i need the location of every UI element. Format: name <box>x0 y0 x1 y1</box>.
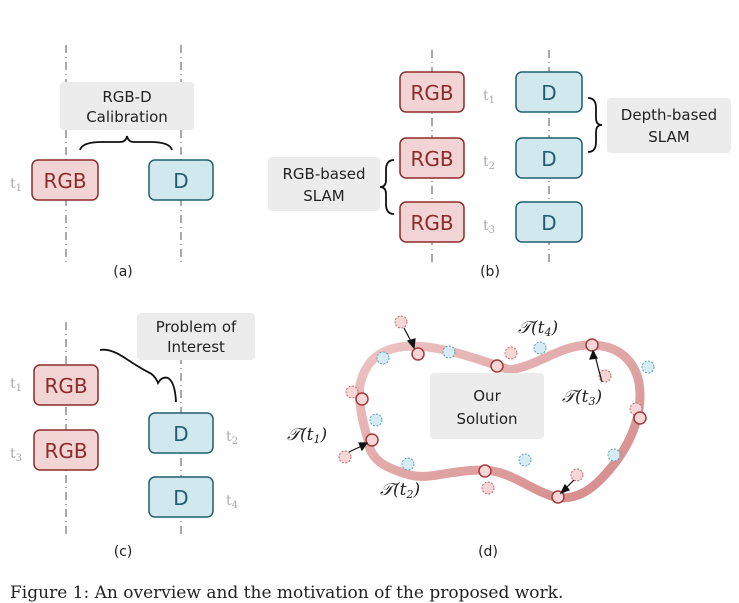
time-label-t2: t2 <box>226 429 238 447</box>
rgb-point <box>570 468 584 482</box>
rgb-box-label: RGB <box>44 374 87 398</box>
time-label-t2: t2 <box>483 154 495 172</box>
problem-brace <box>99 348 177 403</box>
figure-caption: Figure 1: An overview and the motivation… <box>10 583 563 603</box>
trajectory-sample <box>551 490 565 504</box>
calibration-label-line2: Calibration <box>86 108 168 126</box>
rgb-slam-brace <box>379 159 395 215</box>
trajectory-samples <box>355 338 647 504</box>
solution-label-line1: Our <box>473 387 501 405</box>
trajectory-sample <box>411 347 425 361</box>
depth-points <box>369 341 655 471</box>
rgb-box-label: RGB <box>410 147 453 171</box>
rgb-box-label: RGB <box>410 211 453 235</box>
trajectory-sample <box>490 359 504 373</box>
depth-slam-callout-bg <box>607 98 731 153</box>
depth-point <box>533 341 547 355</box>
depth-point <box>641 360 655 374</box>
depth-point <box>442 345 456 359</box>
depth-point <box>607 448 621 462</box>
rgb-point <box>504 346 518 360</box>
trajectory-sample <box>365 433 379 447</box>
arrow-head <box>559 483 570 495</box>
panel-c-label: (c) <box>114 544 133 560</box>
rgb-point <box>345 385 359 399</box>
rgb-point <box>394 315 408 329</box>
depth-slam-label-line2: SLAM <box>648 128 689 146</box>
trajectory-sample <box>355 392 369 406</box>
rgb-slam-label-line1: RGB-based <box>282 165 365 183</box>
rgb-box <box>399 137 465 179</box>
trajectory-sample <box>633 411 647 425</box>
depth-box <box>148 412 214 454</box>
solution-label-line2: Solution <box>456 410 517 428</box>
panel-b-label: (b) <box>480 264 500 280</box>
correspondence-arrows <box>348 327 603 495</box>
depth-point <box>376 351 390 365</box>
calibration-brace <box>79 135 173 151</box>
time-label-t3: t3 <box>483 218 495 236</box>
depth-box-label: D <box>541 147 556 171</box>
depth-point <box>401 457 415 471</box>
panel-a: RGB-D Calibration t1 RGB D (a) <box>10 45 214 280</box>
pose-label-t2: 𝒯(t2) <box>380 480 420 501</box>
depth-box <box>515 137 583 179</box>
depth-slam-brace <box>587 97 603 153</box>
panel-d: Our Solution <box>287 315 655 560</box>
rgb-point <box>481 481 495 495</box>
depth-box-label: D <box>541 81 556 105</box>
panel-a-label: (a) <box>113 264 133 280</box>
rgb-point <box>338 450 352 464</box>
depth-box-label: D <box>173 486 188 510</box>
rgb-box-label: RGB <box>44 439 87 463</box>
depth-slam-label-line1: Depth-based <box>621 106 717 124</box>
time-label-t1: t1 <box>483 88 495 106</box>
pose-label-t1: 𝒯(t1) <box>287 425 327 446</box>
time-label-t4: t4 <box>226 493 238 511</box>
depth-box <box>515 71 583 113</box>
rgb-box <box>33 364 99 406</box>
rgb-points <box>338 315 643 495</box>
panel-b: RGB RGB RGB t1 t2 t3 D D D Depth-based S… <box>268 50 731 280</box>
panel-c: Problem of Interest t1 RGB t3 RGB D t2 D… <box>10 313 255 560</box>
arrow-head <box>406 338 416 350</box>
rgb-box-label: RGB <box>410 81 453 105</box>
problem-label-line2: Interest <box>167 338 225 356</box>
arrow-head <box>358 442 369 452</box>
trajectory-sample <box>585 338 599 352</box>
panel-d-label: (d) <box>478 544 498 560</box>
depth-box-label: D <box>173 169 188 193</box>
problem-callout-bg <box>137 313 255 360</box>
solution-callout-bg <box>430 373 544 439</box>
depth-point <box>518 453 532 467</box>
rgb-slam-callout-bg <box>268 157 380 211</box>
depth-box <box>515 201 583 243</box>
arrow-head <box>589 349 598 360</box>
rgb-point <box>598 369 612 383</box>
time-label-t3: t3 <box>10 446 22 464</box>
time-label-t1: t1 <box>10 176 22 194</box>
rgb-box <box>399 201 465 243</box>
time-label-t1: t1 <box>10 376 22 394</box>
calibration-label-line1: RGB-D <box>102 88 151 106</box>
pose-label-t4: 𝒯(t4) <box>518 318 558 339</box>
rgb-slam-label-line2: SLAM <box>303 187 344 205</box>
depth-box <box>148 159 214 201</box>
trajectory-sample <box>478 464 492 478</box>
depth-box <box>148 476 214 518</box>
depth-box-label: D <box>541 211 556 235</box>
calibration-callout-bg <box>60 82 194 130</box>
rgb-box <box>33 429 99 471</box>
rgb-box <box>31 159 99 201</box>
pose-label-t3: 𝒯(t3) <box>562 387 602 408</box>
depth-box-label: D <box>173 422 188 446</box>
problem-label-line1: Problem of <box>156 318 237 336</box>
rgb-box <box>399 71 465 113</box>
rgb-box-label: RGB <box>43 169 86 193</box>
depth-point <box>369 413 383 427</box>
